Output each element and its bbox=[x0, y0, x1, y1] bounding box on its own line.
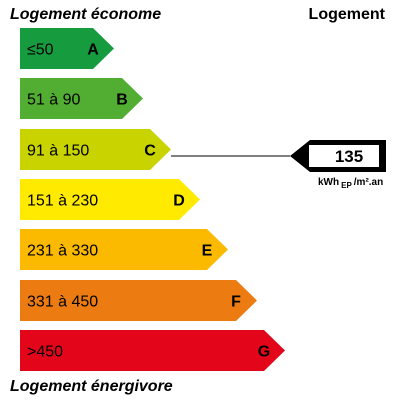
header-right: Logement bbox=[309, 6, 386, 23]
class-bar bbox=[20, 28, 114, 69]
class-bar bbox=[20, 280, 257, 321]
class-range: 151 à 230 bbox=[27, 193, 98, 210]
class-letter: B bbox=[116, 92, 128, 109]
unit-suffix: /m².an bbox=[354, 177, 383, 188]
class-letter: F bbox=[231, 294, 241, 311]
class-letter: G bbox=[258, 344, 270, 361]
class-letter: D bbox=[173, 193, 185, 210]
class-range: 51 à 90 bbox=[27, 92, 80, 109]
class-range: >450 bbox=[27, 344, 63, 361]
class-bar bbox=[20, 179, 200, 220]
indicator-box bbox=[309, 145, 379, 167]
class-letter: C bbox=[144, 143, 156, 160]
footer: Logement énergivore bbox=[10, 378, 173, 395]
indicator-value: 135 bbox=[335, 147, 363, 166]
class-bar bbox=[20, 129, 171, 170]
class-letter: A bbox=[87, 42, 99, 59]
class-bar bbox=[20, 229, 228, 270]
class-bars: ≤50 A 51 à 90 B 91 à 150 C 151 à 230 D 231 à 330… bbox=[20, 28, 285, 371]
indicator-unit: kWh EP/m².an bbox=[318, 177, 383, 190]
class-letter: E bbox=[202, 243, 213, 260]
unit: kWh bbox=[318, 177, 339, 188]
unit-sub: EP bbox=[341, 181, 352, 190]
class-range: 231 à 330 bbox=[27, 243, 98, 260]
header-left: Logement économe bbox=[10, 6, 161, 23]
class-range: 91 à 150 bbox=[27, 143, 89, 160]
class-range: 331 à 450 bbox=[27, 294, 98, 311]
class-range: ≤50 bbox=[27, 42, 54, 59]
class-bar bbox=[20, 78, 143, 119]
class-bar bbox=[20, 330, 285, 371]
